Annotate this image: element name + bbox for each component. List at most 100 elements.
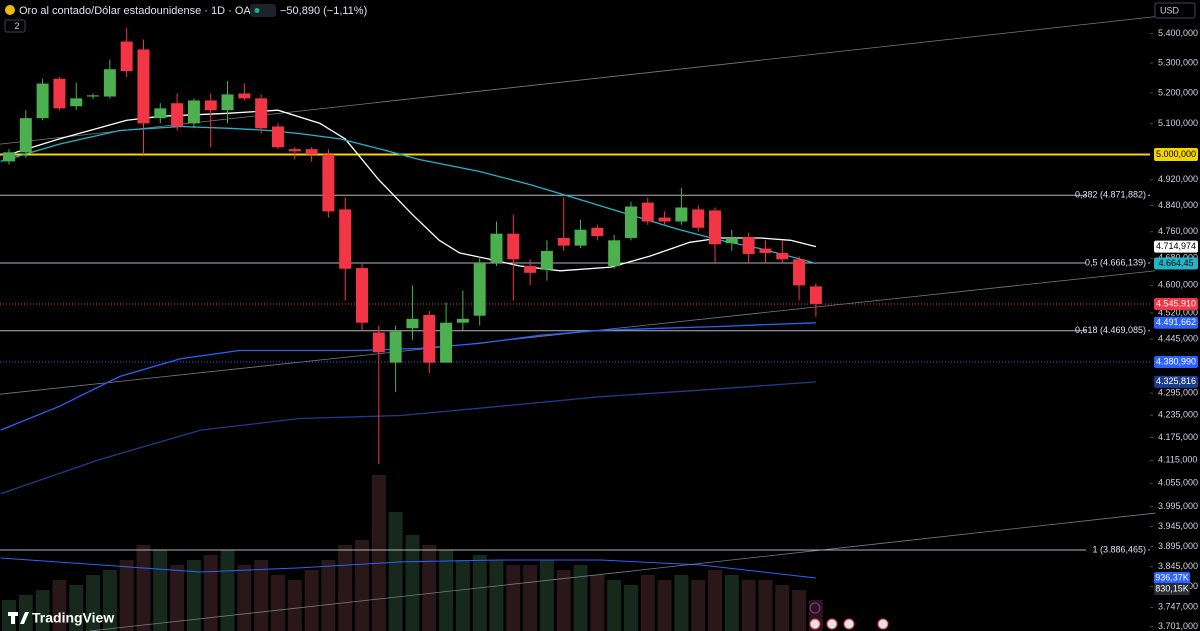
candle-body xyxy=(507,233,520,260)
volume-bar xyxy=(472,554,487,631)
y-tick-label: 5.200,000 xyxy=(1158,87,1198,97)
candle-body xyxy=(53,78,66,109)
y-tick-label: 3.945,000 xyxy=(1158,521,1198,531)
candle-body xyxy=(456,318,469,323)
volume-label-bg xyxy=(1154,571,1190,584)
volume-bar xyxy=(35,590,50,631)
event-icon[interactable] xyxy=(826,618,838,630)
volume-bar xyxy=(439,550,454,631)
volume-bar xyxy=(556,570,571,631)
candle-body xyxy=(406,318,419,329)
status-dot xyxy=(254,8,260,13)
price-change: −50,890 (−1,11%) xyxy=(280,5,367,17)
candle-body xyxy=(742,236,755,254)
candle-body xyxy=(372,332,385,353)
fib-label-bg xyxy=(1086,256,1148,269)
y-tick-label: 3.995,000 xyxy=(1158,501,1198,511)
volume-label-bg xyxy=(1154,582,1190,595)
event-icon[interactable] xyxy=(877,618,889,630)
y-tick-label: 4.115,000 xyxy=(1158,455,1197,465)
key-level-label-bg xyxy=(1154,147,1198,161)
volume-bar xyxy=(573,564,588,631)
y-tick-label: 3.747,000 xyxy=(1158,602,1198,612)
candle-body xyxy=(490,233,503,264)
volume-label: 830,15K xyxy=(1155,583,1189,593)
volume-bar xyxy=(321,559,336,631)
y-tick-label: 3.895,000 xyxy=(1158,541,1198,551)
moving-average xyxy=(0,381,816,495)
candles-layer xyxy=(3,27,822,465)
volume-bar xyxy=(724,574,739,631)
volume-bar xyxy=(775,584,790,631)
candle-body xyxy=(305,149,318,155)
y-tick-label: 4.055,000 xyxy=(1158,478,1198,488)
fib-label: 0,382 (4.871,882) xyxy=(1075,190,1146,200)
candle-body xyxy=(154,108,167,119)
key-level-label: 5.000,000 xyxy=(1156,149,1196,159)
price-label-bg xyxy=(1154,297,1198,310)
volume-bar xyxy=(623,584,638,631)
price-label: 4.714,974 xyxy=(1156,241,1196,251)
status-icons xyxy=(250,4,276,17)
candle-body xyxy=(658,217,671,222)
candle-body xyxy=(36,83,49,119)
candle-body xyxy=(322,154,335,212)
event-icon[interactable] xyxy=(843,618,855,630)
y-tick-label: 4.840,000 xyxy=(1158,200,1198,210)
candle-body xyxy=(591,227,604,236)
moving-average xyxy=(0,322,816,431)
candle-body xyxy=(709,210,722,245)
price-label: 4.491,662 xyxy=(1156,317,1196,327)
lines-layer xyxy=(0,16,1156,631)
volume-bar xyxy=(657,579,672,631)
candle-body xyxy=(524,266,537,273)
header: Oro al contado/Dólar estadounidense · 1D… xyxy=(4,2,1196,33)
candle-body xyxy=(608,240,621,267)
volume-bar xyxy=(590,574,605,631)
y-tick-label: 4.175,000 xyxy=(1158,432,1198,442)
event-icon[interactable] xyxy=(809,618,821,630)
volume-bar xyxy=(674,574,689,631)
volume-bar xyxy=(69,584,84,631)
y-tick-label: 4.295,000 xyxy=(1158,387,1198,397)
volume-bar xyxy=(691,579,706,631)
candle-body xyxy=(103,69,116,97)
y-tick-label: 3.701,000 xyxy=(1158,621,1198,631)
volume-bar xyxy=(186,559,201,631)
volume-bar xyxy=(119,559,134,631)
volume-bar xyxy=(355,539,370,631)
volume-bar xyxy=(506,564,521,631)
y-tick-label: 3.845,000 xyxy=(1158,561,1198,571)
indicators-toggle[interactable] xyxy=(4,19,26,33)
currency-button[interactable] xyxy=(1154,2,1196,19)
currency[interactable]: USD xyxy=(1160,5,1180,15)
event-icons xyxy=(809,602,889,630)
event-icon[interactable] xyxy=(809,602,821,614)
brand-name: TradingView xyxy=(32,610,114,626)
candle-body xyxy=(776,252,789,260)
candle-body xyxy=(238,93,251,99)
brand: TradingView xyxy=(8,610,114,626)
fib-label-bg xyxy=(1086,324,1148,337)
volume-bar xyxy=(338,544,353,631)
volume-bar xyxy=(220,550,235,631)
y-tick-label: 4.760,000 xyxy=(1158,226,1198,236)
candle-body xyxy=(725,237,738,244)
indicators-count[interactable]: 2 xyxy=(14,21,19,31)
candle-body xyxy=(809,286,822,304)
candle-body xyxy=(3,152,15,162)
volume-bar xyxy=(287,579,302,631)
candle-body xyxy=(540,250,553,270)
fib-label: 0,5 (4.666,139) xyxy=(1085,257,1146,267)
fib-label-bg xyxy=(1086,189,1148,202)
volume-bar xyxy=(455,559,470,631)
y-tick-label: 4.520,000 xyxy=(1158,307,1198,317)
y-tick-label: 4.235,000 xyxy=(1158,410,1198,420)
volume-bar xyxy=(405,534,420,631)
price-label-bg xyxy=(1154,240,1198,253)
axis-layer: 5.400,000 5.300,000 5.200,000 5.100,000 4.92… xyxy=(1150,28,1198,631)
volume-label: 936,37K xyxy=(1155,572,1189,582)
trendline xyxy=(89,512,1156,631)
volume-bar xyxy=(52,579,67,631)
